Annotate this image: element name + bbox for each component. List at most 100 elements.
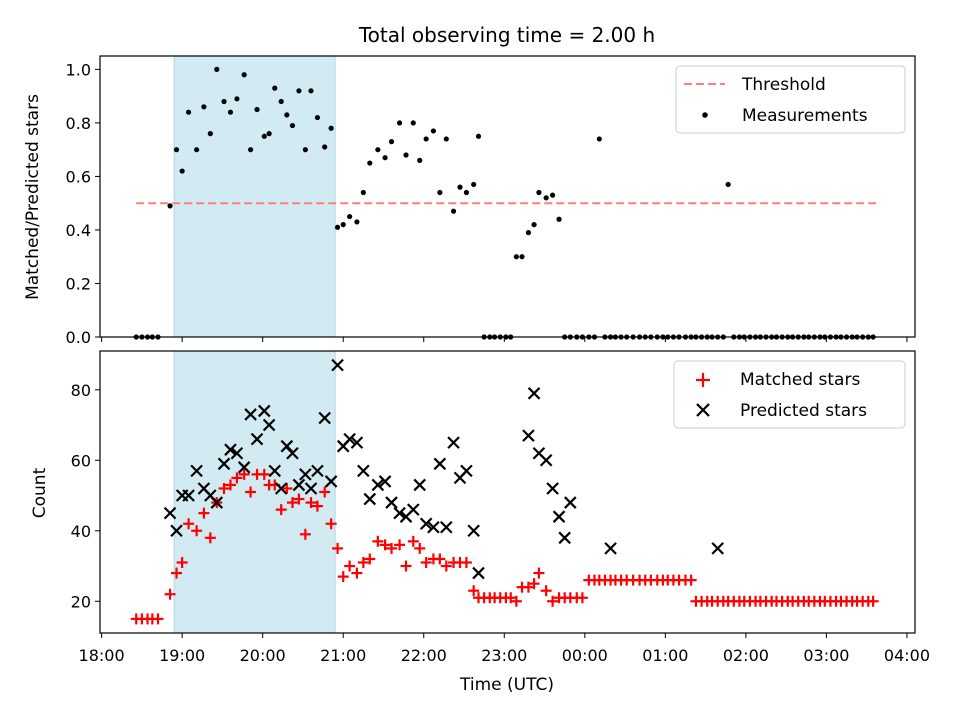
y-tick-label: 0.8 <box>66 114 91 133</box>
y-tick-label: 40 <box>71 522 91 541</box>
predicted-star-point <box>433 457 447 471</box>
measurement-point <box>475 133 482 139</box>
matched-star-point <box>386 542 398 554</box>
matched-star-point <box>420 557 432 568</box>
measurement-point <box>450 208 457 214</box>
measurement-point <box>173 147 180 153</box>
measurement-point <box>302 147 308 153</box>
bottom-x-ticks: 18:00 19:00 20:00 21:00 22:00 23:00 00:00 01:00… <box>79 633 930 665</box>
matched-star-point <box>152 613 164 625</box>
matched-star-point <box>407 535 419 547</box>
predicted-star-point <box>258 404 271 418</box>
matched-star-point <box>540 585 552 597</box>
matched-star-point <box>325 518 337 530</box>
measurement-point <box>556 216 562 222</box>
matched-star-point <box>867 595 879 607</box>
top-y-ticks: 0.0 0.2 0.4 0.6 0.8 1.0 <box>66 60 100 347</box>
measurement-point <box>410 120 416 126</box>
measurement-point <box>221 98 227 105</box>
measurement-point <box>382 155 388 161</box>
measurement-point <box>214 66 220 72</box>
matched-star-point <box>204 532 216 544</box>
y-tick-label: 0.6 <box>66 167 91 186</box>
top-axes-frame <box>99 55 916 338</box>
matched-star-point <box>224 479 236 491</box>
matched-star-point <box>533 567 545 579</box>
predicted-star-point <box>472 566 485 580</box>
measurement-point <box>207 131 213 137</box>
y-tick-label: 1.0 <box>66 60 91 79</box>
measurement-point <box>457 184 463 190</box>
matched-star-point <box>510 595 522 607</box>
measurement-point <box>596 136 602 142</box>
measurement-point <box>227 109 234 115</box>
legend-predicted-swatch <box>696 403 710 417</box>
x-tick-label: 21:00 <box>320 646 366 665</box>
legend-measurements-label: Measurements <box>742 106 868 126</box>
bottom-axes-frame <box>99 350 916 634</box>
predicted-star-point <box>527 387 541 400</box>
legend-threshold-label: Threshold <box>741 75 826 95</box>
matched-star-point <box>171 567 183 579</box>
bottom-matched-series <box>130 468 879 625</box>
matched-star-point <box>576 592 588 604</box>
matched-star-point <box>332 542 344 554</box>
measurement-point <box>519 254 525 260</box>
predicted-star-point <box>363 492 377 506</box>
measurement-point <box>314 114 321 121</box>
predicted-star-point <box>467 524 480 538</box>
matched-star-point <box>505 592 517 604</box>
measurement-point <box>322 144 328 150</box>
y-tick-label: 0.2 <box>66 274 91 293</box>
predicted-star-point <box>552 510 566 523</box>
predicted-star-point <box>237 461 251 474</box>
predicted-star-point <box>224 443 237 456</box>
matched-star-point <box>372 535 384 547</box>
measurement-point <box>549 192 556 198</box>
matched-star-point <box>183 518 195 530</box>
bottom-y-axis-label: Count <box>30 467 50 518</box>
predicted-star-point <box>262 418 276 432</box>
predicted-star-point <box>311 464 324 478</box>
bottom-legend: Matched stars Predicted stars <box>673 360 906 429</box>
legend-matched-swatch <box>696 373 710 387</box>
predicted-star-point <box>163 506 177 520</box>
matched-star-point <box>299 528 311 540</box>
measurement-point <box>367 160 373 166</box>
bottom-legend-box <box>673 360 906 429</box>
matched-star-point <box>394 539 406 551</box>
matched-star-point <box>275 504 287 516</box>
measurement-point <box>241 72 247 78</box>
legend-matched-label: Matched stars <box>740 370 860 390</box>
measurement-point <box>334 224 341 230</box>
measurement-point <box>328 125 334 131</box>
matched-star-point <box>238 468 250 480</box>
predicted-star-point <box>522 429 535 442</box>
measurement-point <box>266 131 272 137</box>
x-tick-label: 20:00 <box>240 646 286 665</box>
matched-star-point <box>218 482 230 494</box>
matched-star-point <box>164 588 176 600</box>
matched-star-point <box>351 567 363 579</box>
measurement-point <box>354 219 360 225</box>
measurement-point <box>536 189 542 196</box>
matched-star-point <box>379 539 391 551</box>
predicted-star-point <box>406 503 420 516</box>
predicted-star-point <box>419 517 433 531</box>
predicted-star-point <box>286 446 299 460</box>
y-tick-label: 0.0 <box>66 328 91 347</box>
measurement-point <box>430 128 437 134</box>
x-tick-label: 22:00 <box>401 646 447 665</box>
x-axis-label: Time (UTC) <box>459 675 554 695</box>
top-shaded-region <box>173 55 336 338</box>
matched-star-point <box>685 574 697 586</box>
measurement-point <box>296 88 302 94</box>
predicted-star-point <box>427 520 440 534</box>
predicted-star-point <box>558 531 571 545</box>
matched-star-point <box>286 497 298 509</box>
x-tick-label: 04:00 <box>884 646 930 665</box>
top-y-axis-label: Matched/Predicted stars <box>23 94 43 300</box>
measurement-point <box>167 203 173 209</box>
top-panel: 0.0 0.2 0.4 0.6 0.8 1.0 Matched/Predicted sta… <box>23 55 916 347</box>
matched-star-point <box>198 507 210 519</box>
